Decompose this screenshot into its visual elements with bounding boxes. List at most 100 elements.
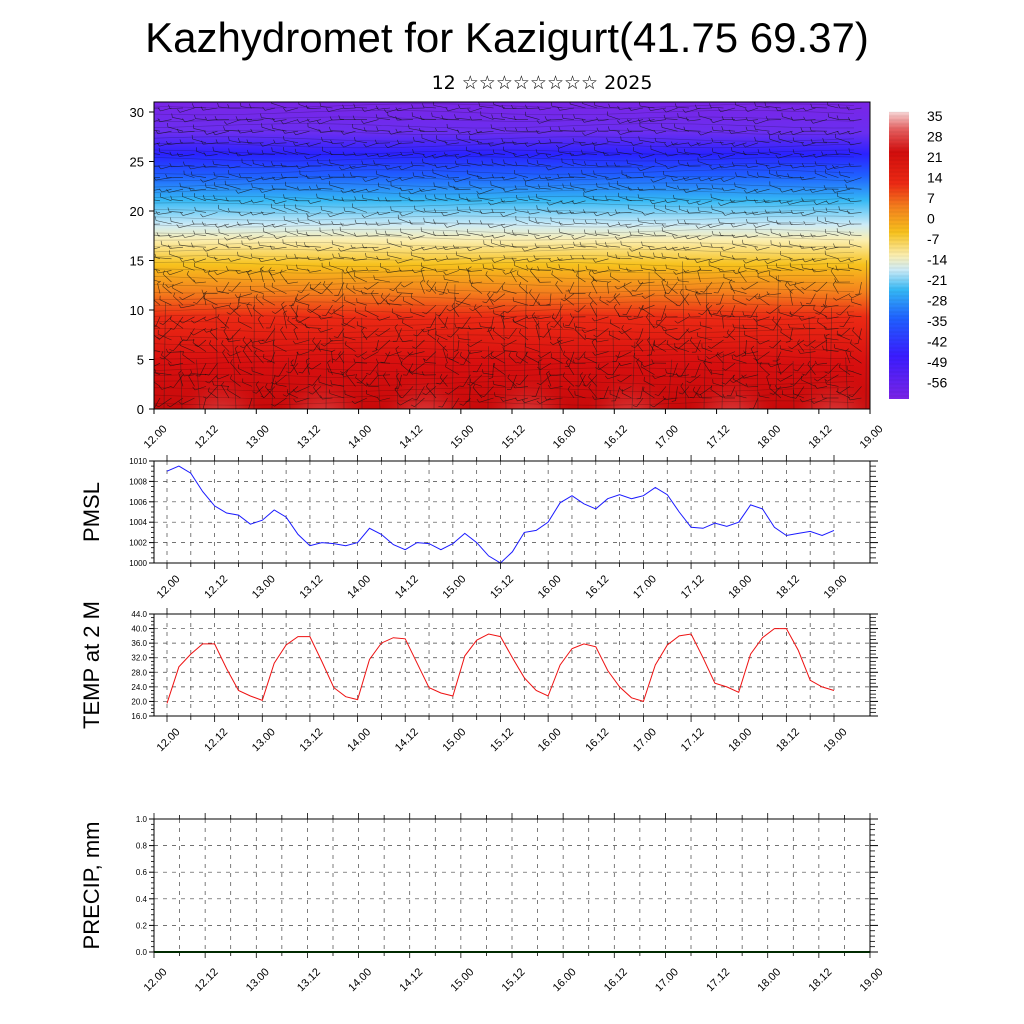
wind-barb <box>261 117 276 120</box>
wind-barb <box>205 165 218 168</box>
wind-barb-flag <box>653 252 655 257</box>
wind-barb <box>412 362 425 373</box>
wind-barb-flag <box>237 251 239 256</box>
wind-barb-flag <box>837 333 842 336</box>
wind-barb <box>731 289 747 294</box>
wind-barb-flag <box>591 270 595 274</box>
wind-barb <box>747 130 759 132</box>
wind-barb <box>309 119 322 123</box>
wind-barb-flag <box>817 318 819 323</box>
wind-barb-flag <box>719 231 722 236</box>
vertical-wind-trace <box>179 350 183 409</box>
wind-barb <box>628 208 644 213</box>
wind-barb-flag <box>373 160 375 165</box>
wind-barb <box>425 211 437 213</box>
wind-barb-flag <box>696 141 700 146</box>
wind-barb <box>517 397 529 402</box>
wind-barb-flag <box>408 190 412 195</box>
wind-barb-flag <box>432 231 435 236</box>
wind-barb <box>791 258 805 262</box>
wind-barb-flag <box>408 124 410 129</box>
wind-barb <box>401 188 414 192</box>
wind-barb <box>294 351 299 366</box>
wind-barb-flag <box>823 185 826 190</box>
wind-barb <box>398 142 414 144</box>
x-tick-label: 17.12 <box>704 423 732 451</box>
wind-barb-flag <box>733 354 737 358</box>
wind-barb <box>410 372 425 376</box>
wind-barb-flag <box>754 189 758 193</box>
wind-barb <box>722 129 736 132</box>
wind-barb <box>333 223 345 225</box>
wind-barb <box>331 351 333 364</box>
wind-barb-flag <box>753 318 757 322</box>
wind-barb-flag <box>707 224 711 228</box>
wind-barb <box>275 304 287 314</box>
wind-barb-flag <box>255 381 259 385</box>
wind-barb-flag <box>674 103 677 108</box>
wind-barb-flag <box>741 287 745 291</box>
wind-barb <box>529 212 540 215</box>
wind-barb-flag <box>718 108 721 112</box>
wind-barb <box>525 185 540 190</box>
wind-barb <box>759 395 770 399</box>
wind-barb <box>366 328 379 339</box>
wind-barb-flag <box>833 243 836 248</box>
wind-barb <box>247 119 264 122</box>
wind-barb <box>386 234 402 236</box>
wind-barb-flag <box>294 196 297 201</box>
wind-barb-flag <box>271 147 273 152</box>
wind-barb <box>160 107 172 112</box>
wind-barb <box>766 212 782 214</box>
wind-barb-flag <box>157 107 161 112</box>
wind-barb <box>199 363 207 377</box>
wind-barb <box>228 339 241 343</box>
wind-barb <box>744 281 759 291</box>
wind-barb <box>817 220 828 225</box>
wind-barb-flag <box>290 359 294 363</box>
wind-barb <box>617 235 632 240</box>
wind-barb-flag <box>584 161 586 166</box>
wind-barb <box>180 304 195 309</box>
wind-barb <box>627 223 644 229</box>
wind-barb <box>723 246 736 251</box>
wind-barb <box>514 173 529 178</box>
wind-barb-flag <box>331 349 336 352</box>
wind-barb <box>379 397 391 401</box>
wind-barb-flag <box>280 162 283 167</box>
wind-barb <box>563 187 575 190</box>
wind-barb <box>712 165 724 170</box>
wind-barb-flag <box>282 129 285 134</box>
wind-barb <box>275 200 287 205</box>
wind-barb <box>481 212 494 214</box>
wind-barb <box>442 281 448 295</box>
wind-barb <box>507 377 517 387</box>
wind-barb <box>769 173 782 178</box>
wind-barb-flag <box>579 142 582 146</box>
wind-barb <box>179 345 195 352</box>
wind-barb <box>154 324 161 329</box>
wind-barb <box>253 200 264 204</box>
wind-barb <box>491 355 506 364</box>
wind-barb <box>420 269 425 283</box>
wind-barb-flag <box>190 369 193 374</box>
wind-barb-flag <box>731 234 735 238</box>
wind-barb <box>284 139 299 144</box>
wind-barb-flag <box>500 398 504 402</box>
wind-barb-flag <box>742 260 746 264</box>
wind-barb <box>209 343 218 352</box>
wind-barb <box>364 310 379 318</box>
wind-barb-flag <box>639 251 641 256</box>
wind-barb <box>262 298 276 306</box>
wind-barb <box>551 258 563 262</box>
wind-barb-flag <box>257 315 261 320</box>
wind-barb <box>411 297 425 306</box>
wind-barb <box>827 374 839 382</box>
wind-barb <box>470 382 483 387</box>
wind-barb-flag <box>527 159 529 164</box>
wind-barb-flag <box>836 115 839 120</box>
wind-barb <box>344 300 356 306</box>
wind-barb-flag <box>679 288 683 293</box>
wind-barb-flag <box>399 187 403 191</box>
wind-barb <box>229 152 241 155</box>
